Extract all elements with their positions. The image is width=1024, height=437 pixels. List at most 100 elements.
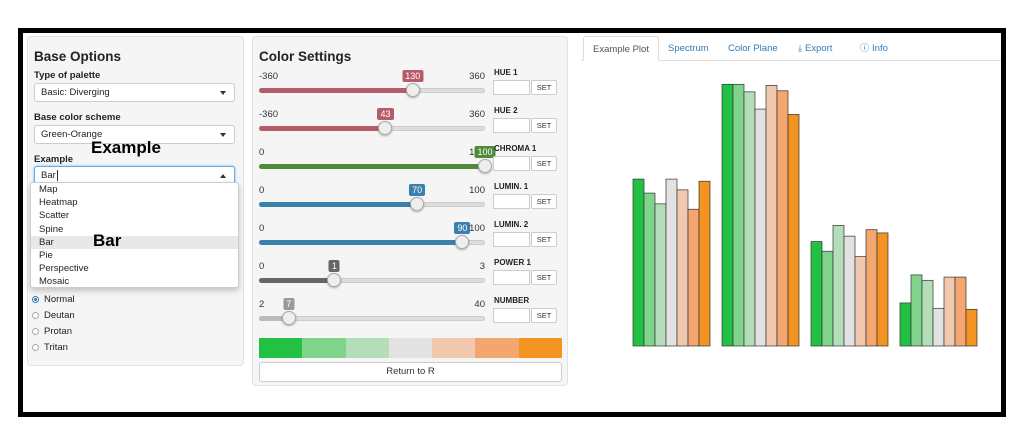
slider-number[interactable]: 2 40 7 [259,298,485,333]
control-label-hue1: HUE 1 [494,68,518,77]
slider-value-badge: 43 [377,108,394,120]
dropdown-item-perspective[interactable]: Perspective [39,263,89,275]
tab-info[interactable]: ⓘ Info [860,43,888,54]
scheme-select[interactable]: Green-Orange [34,125,235,144]
palette-swatch [475,338,519,358]
tab-example-plot[interactable]: Example Plot [583,36,659,61]
dropdown-item-mosaic[interactable]: Mosaic [39,276,70,288]
radio-icon [32,312,39,319]
vision-option-normal[interactable]: Normal [32,294,75,305]
bar-D-1 [899,302,912,347]
control-label-chroma1: CHROMA 1 [494,144,537,153]
dropdown-item-heatmap[interactable]: Heatmap [39,197,78,209]
slider-power1[interactable]: 0 3 1 [259,260,485,295]
input-hue1[interactable] [493,80,530,95]
slider-max-label: 100 [469,185,485,196]
download-icon: ⤓ [798,43,802,53]
slider-min-label: 0 [259,185,265,196]
bar-C-4 [843,235,856,347]
vision-option-deutan[interactable]: Deutan [32,310,75,321]
set-button-lumin1[interactable]: SET [531,194,557,209]
bar-D-2 [910,274,923,347]
bar-D-5 [943,276,956,347]
slider-min-label: 2 [259,299,265,310]
bar-D-3 [921,279,934,347]
bar-C-6 [865,229,878,347]
set-button-number[interactable]: SET [531,308,557,323]
set-button-hue2[interactable]: SET [531,118,557,133]
slider-hue1[interactable]: -360 360 130 [259,70,485,105]
control-label-lumin1: LUMIN. 1 [494,182,529,191]
bar-B-5 [765,85,778,347]
scheme-label: Base color scheme [34,112,121,123]
palette-type-value: Basic: Diverging [41,87,110,98]
bar-A-4 [665,178,678,347]
tab-bar: Example Plot Spectrum Color Plane ⤓ Expor… [581,36,1001,61]
input-power1[interactable] [493,270,530,285]
slider-handle[interactable] [478,159,492,173]
slider-lumin2[interactable]: 0 100 90 [259,222,485,257]
palette-swatch [302,338,346,358]
bar-A-1 [632,178,645,347]
slider-value-badge: 130 [402,70,424,82]
slider-handle[interactable] [455,235,470,249]
slider-fill [259,88,413,93]
slider-chroma1[interactable]: 0100100 [259,146,496,181]
bar-B-4 [754,108,767,347]
slider-handle[interactable] [378,121,393,135]
dropdown-item-map[interactable]: Map [39,184,58,195]
slider-hue2[interactable]: -360 360 43 [259,108,485,143]
slider-min-label: -360 [259,71,279,82]
tab-color-plane[interactable]: Color Plane [728,43,778,54]
input-hue2[interactable] [493,118,530,133]
control-label-hue2: HUE 2 [494,106,518,115]
bar-B-3 [743,91,756,347]
bar-C-5 [854,256,867,347]
bar-C-2 [821,250,834,347]
slider-min-label: -360 [259,109,279,120]
return-to-r-button[interactable]: Return to R [259,362,562,382]
slider-handle[interactable] [410,197,425,211]
slider-max-label: 360 [469,109,485,120]
chevron-up-icon [220,174,226,178]
bar-D-6 [954,276,967,347]
dropdown-item-scatter[interactable]: Scatter [39,210,70,222]
vision-option-protan[interactable]: Protan [32,326,72,337]
palette-swatch [518,338,562,358]
dropdown-item-bar[interactable]: Bar [31,235,238,249]
slider-lumin1[interactable]: 0 100 70 [259,184,485,219]
slider-handle[interactable] [405,83,420,97]
input-lumin1[interactable] [493,194,530,209]
example-value: Bar [41,170,56,181]
palette-swatch [388,338,433,358]
slider-value-badge: 70 [409,184,426,196]
input-chroma1[interactable] [493,156,530,171]
example-bar-chart [632,83,978,347]
slider-max-label: 100 [469,223,485,234]
bar-A-2 [643,192,656,347]
set-button-power1[interactable]: SET [531,270,557,285]
radio-icon [32,328,39,335]
input-lumin2[interactable] [493,232,530,247]
tab-spectrum[interactable]: Spectrum [668,43,709,54]
vision-option-tritan[interactable]: Tritan [32,342,68,353]
tab-export[interactable]: ⤓ Export [798,43,833,54]
slider-handle[interactable] [327,273,342,287]
dropdown-item-pie[interactable]: Pie [39,249,53,261]
info-icon: ⓘ [860,43,870,53]
set-button-chroma1[interactable]: SET [531,156,557,171]
bar-B-1 [721,83,734,347]
set-button-lumin2[interactable]: SET [531,232,557,247]
input-number[interactable] [493,308,530,323]
palette-type-select[interactable]: Basic: Diverging [34,83,235,102]
set-button-hue1[interactable]: SET [531,80,557,95]
annotation-bar: Bar [93,231,122,250]
example-dropdown-menu: Map Heatmap Scatter Spine Bar Pie Perspe… [30,182,239,288]
slider-handle[interactable] [281,311,296,325]
slider-min-label: 0 [259,147,265,158]
bar-D-4 [932,307,945,347]
dropdown-item-spine[interactable]: Spine [39,223,64,235]
slider-fill [259,164,485,169]
palette-swatch [345,338,389,358]
palette-type-label: Type of palette [34,70,101,81]
